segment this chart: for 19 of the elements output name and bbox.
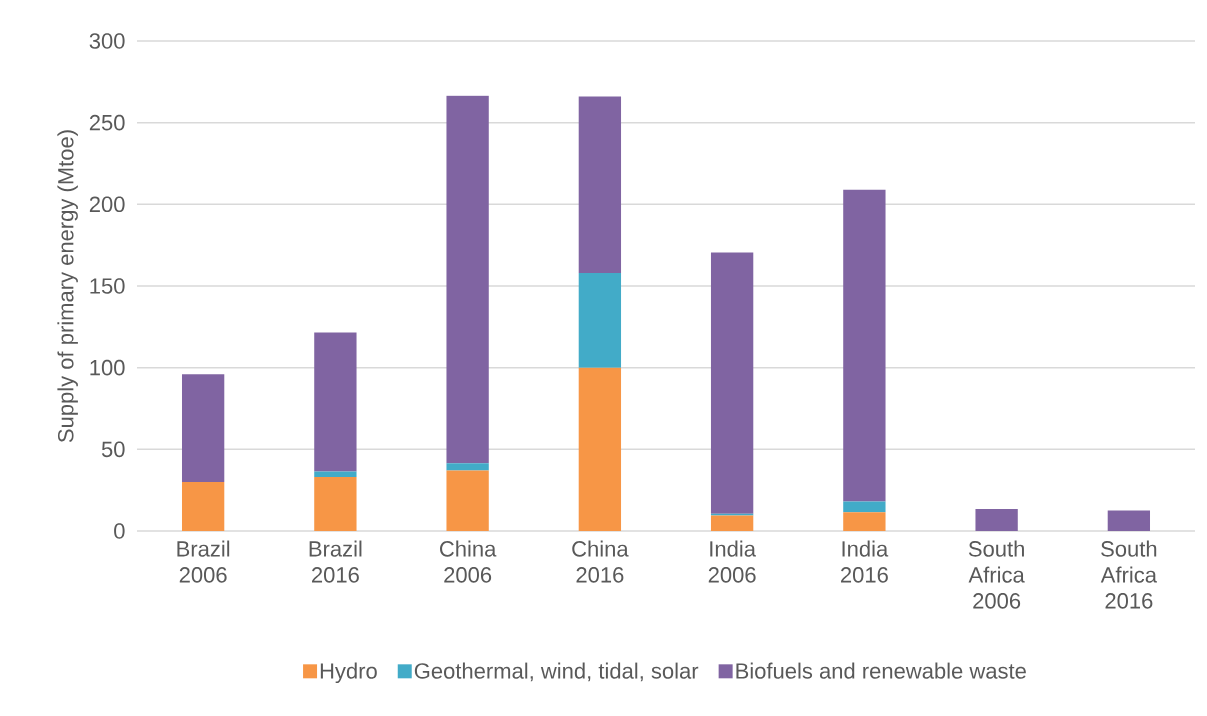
x-tick-label: South Africa 2006 — [968, 540, 1025, 609]
y-tick-label: 100 — [90, 359, 125, 376]
x-tick-label: India 2006 — [708, 540, 756, 583]
legend-label: Geothermal, wind, tidal, solar — [414, 662, 699, 682]
legend-label: Biofuels and renewable waste — [736, 662, 1026, 679]
y-tick-label: 200 — [89, 196, 125, 213]
x-tick-label: Brazil 2006 — [177, 540, 230, 583]
x-tick-label: South Africa 2016 — [1100, 540, 1157, 609]
legend-label: Hydro — [320, 662, 377, 684]
y-tick-label: 300 — [89, 33, 125, 49]
y-axis-title: Supply of primary energy (Mtoe) — [57, 130, 78, 443]
x-tick-label: China 2016 — [572, 540, 629, 583]
x-tick-label: Brazil 2016 — [309, 540, 362, 583]
y-tick-label: 150 — [90, 278, 125, 294]
y-tick-label: 0 — [114, 523, 125, 539]
x-tick-label: India 2016 — [841, 540, 889, 583]
y-tick-label: 50 — [101, 441, 125, 458]
y-tick-label: 250 — [89, 114, 125, 131]
x-tick-label: China 2006 — [440, 540, 497, 583]
